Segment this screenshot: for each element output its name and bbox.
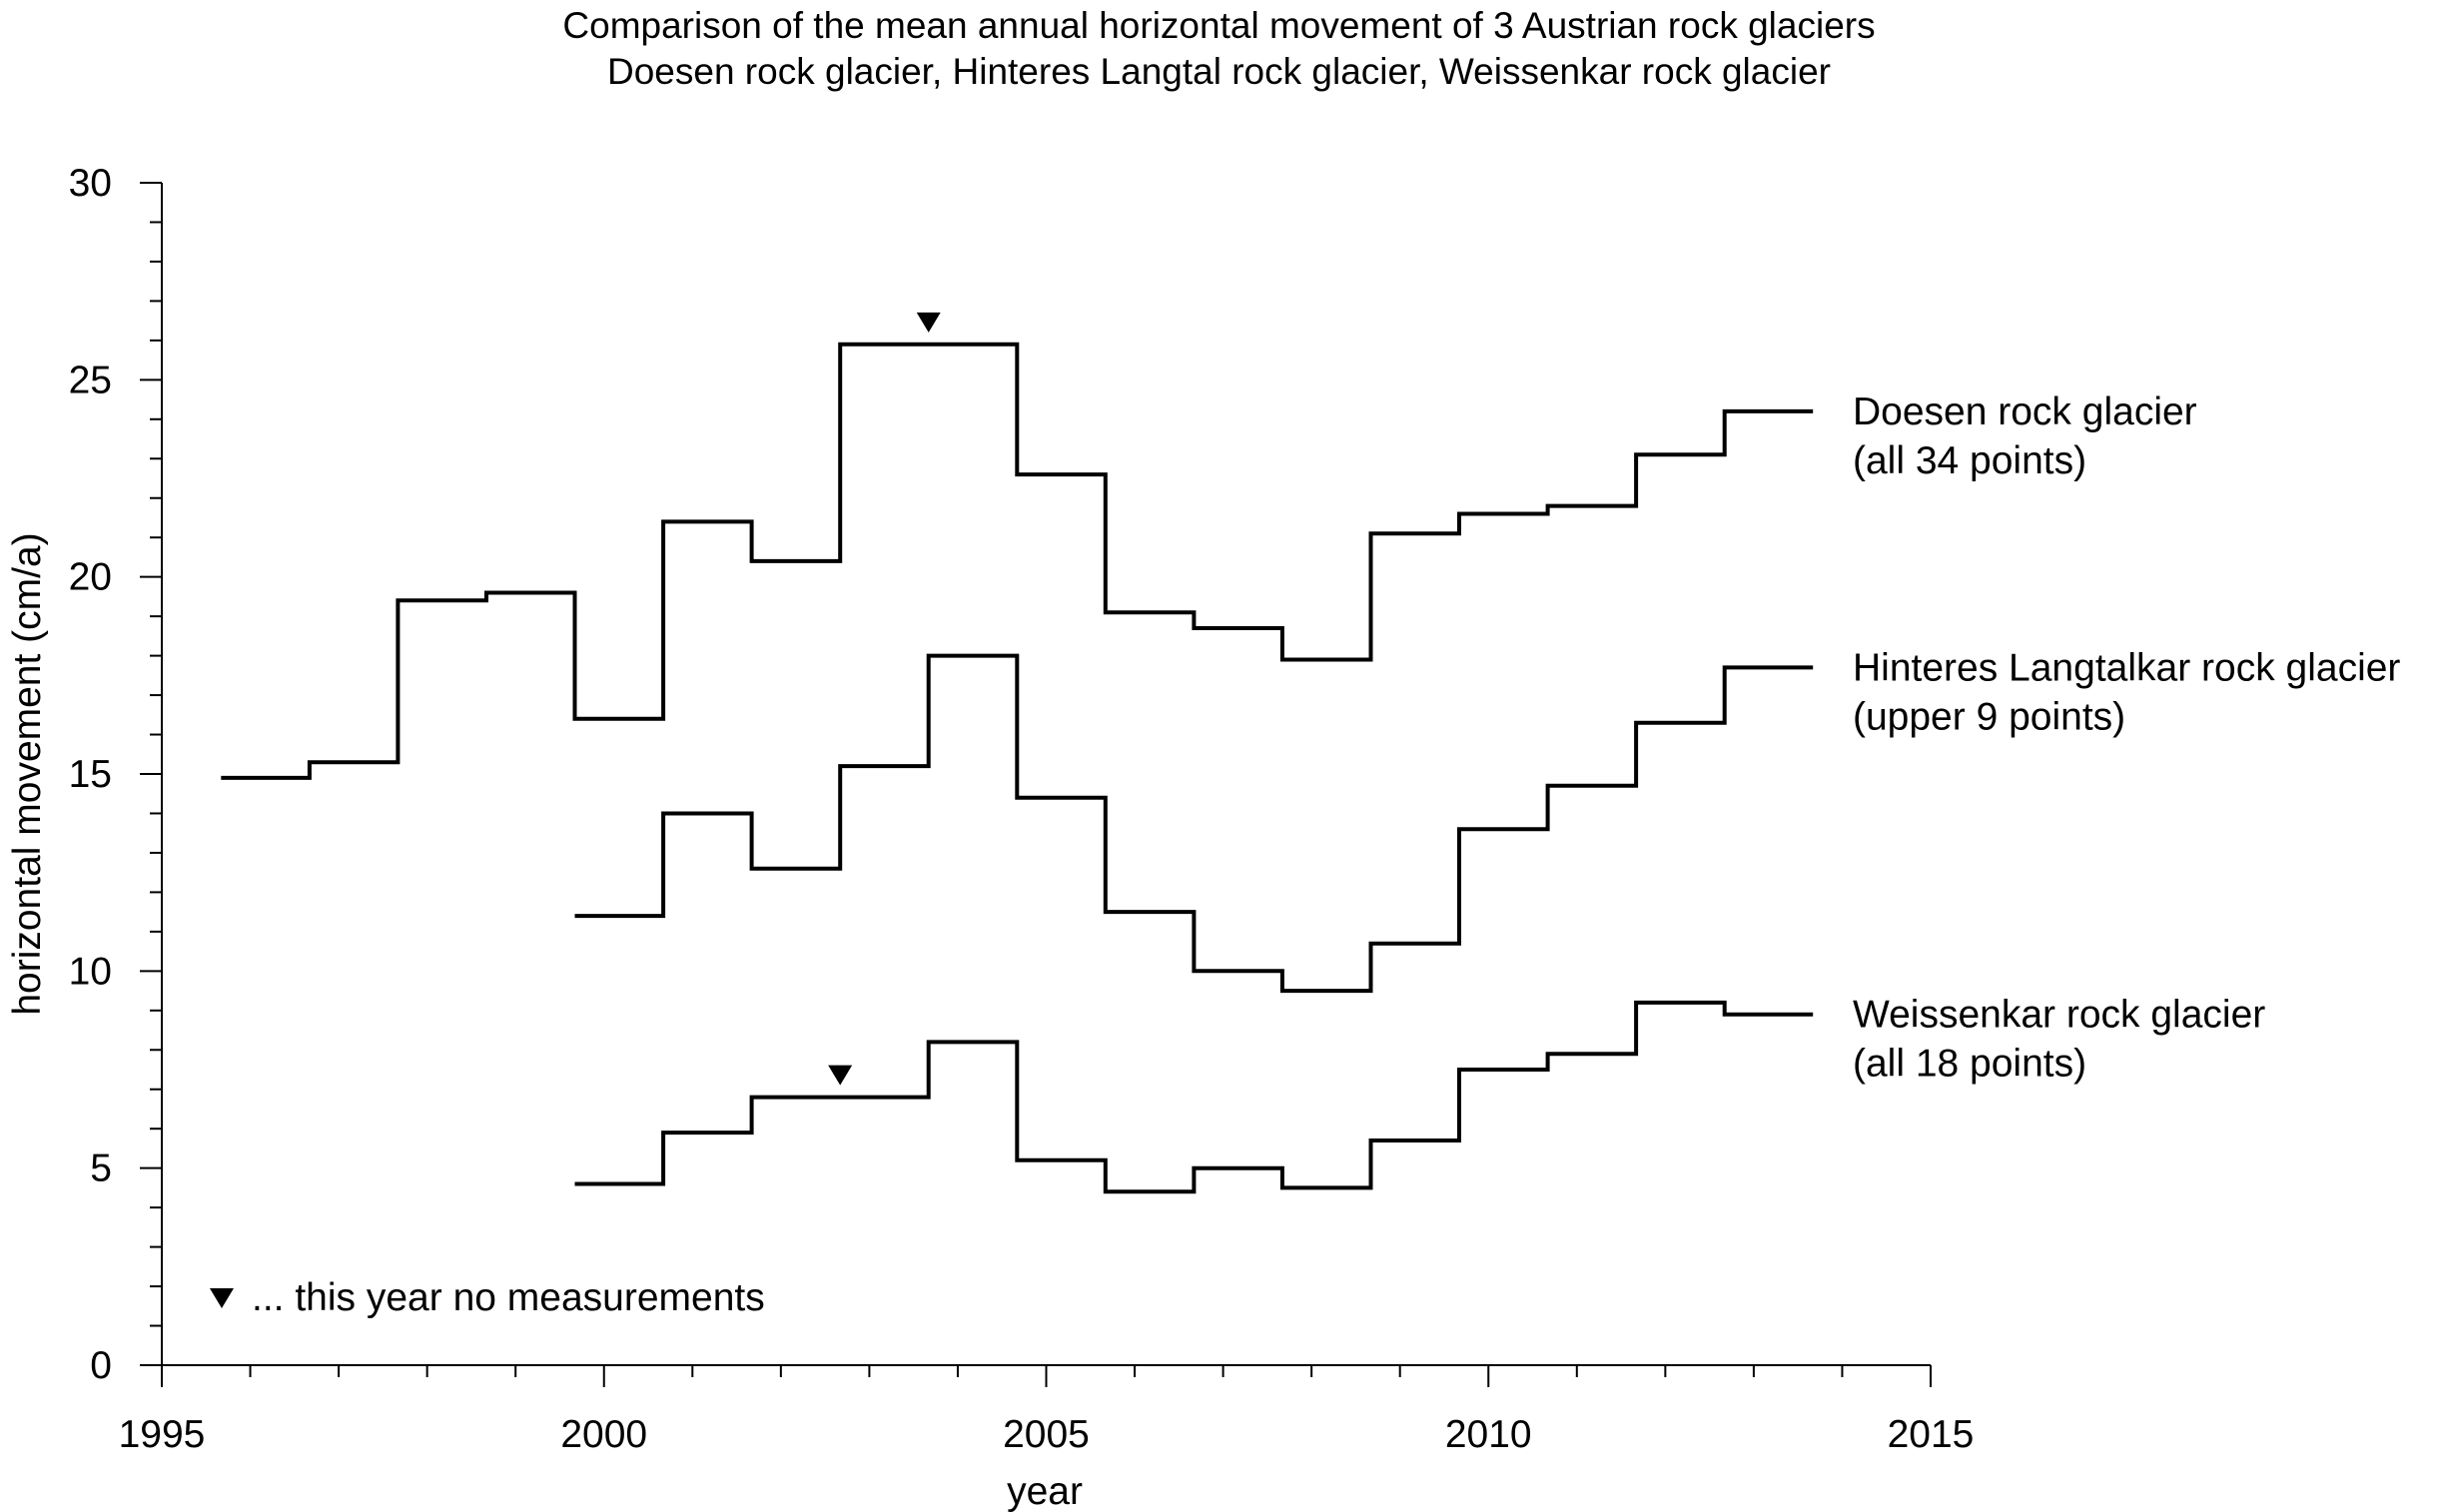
legend-note: ... this year no measurements (252, 1276, 765, 1319)
chart-title: Comparison of the mean annual horizontal… (562, 5, 1876, 46)
x-axis-title: year (1007, 1470, 1083, 1512)
series-line-0 (221, 342, 1814, 780)
x-tick-label: 2015 (1888, 1413, 1975, 1456)
series-label-sub-1: (upper 9 points) (1853, 695, 2125, 738)
y-axis-title: horizontal movement (cm/a) (6, 532, 49, 1015)
series-label-0: Doesen rock glacier (1853, 390, 2197, 433)
y-tick-label: 0 (90, 1344, 112, 1387)
x-tick-label: 2010 (1445, 1413, 1532, 1456)
no-measurement-marker (916, 312, 941, 333)
series-label-sub-2: (all 18 points) (1853, 1043, 2086, 1086)
y-tick-label: 5 (90, 1147, 112, 1190)
y-tick-label: 30 (69, 162, 112, 205)
series-label-sub-0: (all 34 points) (1853, 439, 2086, 482)
y-tick-label: 15 (69, 753, 112, 796)
y-tick-label: 20 (69, 556, 112, 599)
x-tick-label: 2005 (1003, 1413, 1090, 1456)
chart-subtitle: Doesen rock glacier, Hinteres Langtal ro… (607, 51, 1831, 92)
x-tick-label: 1995 (119, 1413, 206, 1456)
y-tick-label: 10 (69, 950, 112, 993)
series-label-1: Hinteres Langtalkar rock glacier (1853, 646, 2400, 689)
y-tick-label: 25 (69, 359, 112, 401)
series-label-2: Weissenkar rock glacier (1853, 994, 2265, 1037)
series-line-1 (574, 653, 1814, 994)
no-measurement-marker (828, 1065, 853, 1086)
legend-marker-icon (210, 1288, 234, 1308)
series-line-2 (574, 1000, 1814, 1194)
x-tick-label: 2000 (560, 1413, 647, 1456)
